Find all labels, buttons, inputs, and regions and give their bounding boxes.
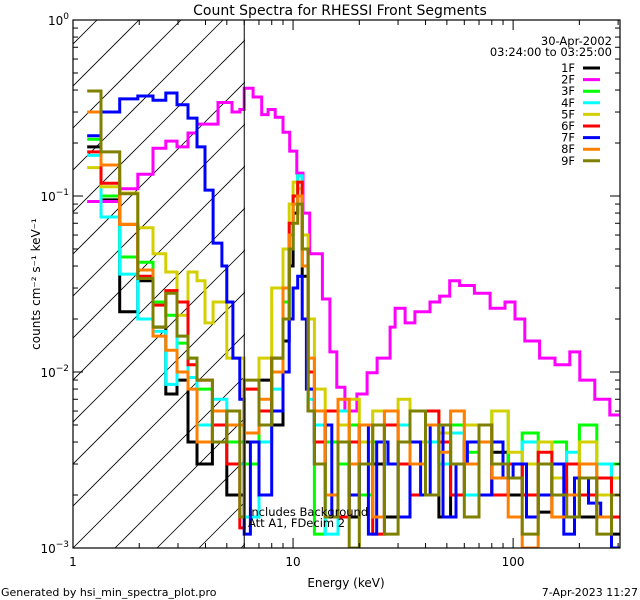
plot-frame [72,19,621,549]
hatch-line [73,165,245,339]
legend-label-6F: 6F [561,119,575,133]
hatch-line [619,0,640,548]
generated-by-label: Generated by hsi_min_spectra_plot.pro [1,586,217,599]
hatch-line [73,20,140,87]
hatch-line [73,123,245,297]
legend-label-9F: 9F [561,154,575,168]
legend-label-8F: 8F [561,142,575,156]
legend-label-5F: 5F [561,107,575,121]
timestamp-label: 7-Apr-2023 11:27 [542,586,638,599]
hatch-line [73,20,98,45]
hatch-line [73,291,245,465]
y-tick-label: 10−1 [40,188,69,204]
hatch-line [114,417,245,548]
legend-label-2F: 2F [561,73,575,87]
legend-label-7F: 7F [561,131,575,145]
x-tick-label: 100 [502,555,525,569]
series-2F [87,86,620,417]
y-tick-exponent: −1 [56,188,69,198]
annotation-attenuator: Att A1, FDecim 2 [248,516,345,530]
series-9F [87,89,620,548]
shaded-region [73,0,640,548]
y-axis-label: counts cm⁻² s⁻¹ keV⁻¹ [29,218,43,350]
y-tick-exponent: −3 [56,540,69,550]
legend-label-4F: 4F [561,96,575,110]
hatch-line [73,375,245,548]
annotation-background: Includes Background [248,505,368,519]
y-tick-label: 10−2 [40,364,69,380]
series-5F [87,166,620,497]
legend-label-1F: 1F [561,61,575,75]
series-7F [87,91,620,548]
hatch-line [73,20,224,171]
y-tick-base: 10 [48,14,63,28]
series-group [87,86,620,548]
hatch-line [577,0,640,548]
y-tick-label: 10−3 [40,540,69,556]
y-tick-exponent: 0 [63,12,69,22]
legend-label-3F: 3F [561,84,575,98]
y-tick-base: 10 [40,366,55,380]
y-tick-exponent: −2 [56,364,69,374]
hatch-line [73,39,245,213]
y-tick-base: 10 [40,190,55,204]
series-8F [87,110,620,548]
chart-title: Count Spectra for RHESSI Front Segments [193,3,487,19]
time-range-label: 03:24:00 to 03:25:00 [490,45,612,59]
hatch-line [73,207,245,381]
hatch-line [73,333,245,507]
hatch-line [73,20,182,129]
y-tick-base: 10 [40,542,55,556]
x-axis-label: Energy (keV) [307,576,384,590]
x-tick-label: 10 [285,555,300,569]
x-tick-label: 1 [69,555,77,569]
y-tick-label: 100 [48,12,69,28]
date-label: 30-Apr-2002 [541,34,612,48]
